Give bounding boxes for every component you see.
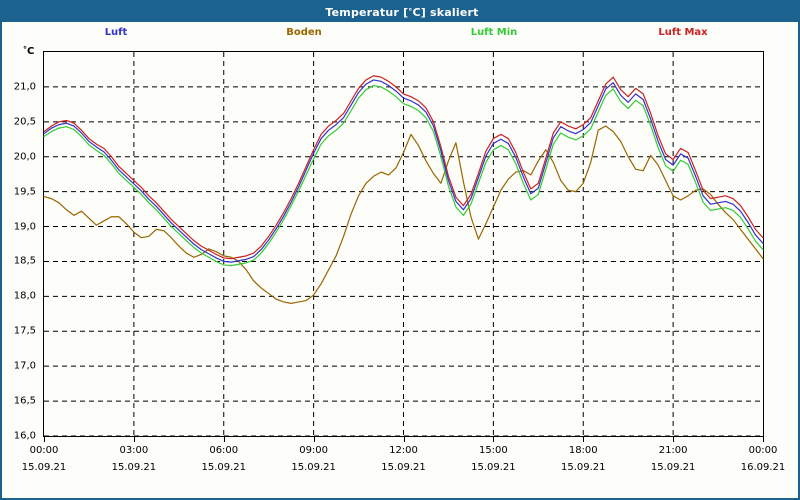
window-title: Temperatur [°C] skaliert	[325, 5, 479, 19]
x-axis-tick-time: 15:00	[478, 445, 508, 456]
x-axis-tick-mark	[493, 437, 495, 442]
x-axis-tick-time: 06:00	[209, 445, 239, 456]
x-axis-tick-time: 00:00	[748, 445, 778, 456]
legend-item-luft-min: Luft Min	[470, 27, 518, 38]
x-axis-tick-date: 15.09.21	[471, 462, 516, 473]
x-axis-tick-mark	[583, 437, 585, 442]
plot-area	[43, 51, 764, 437]
series-line-luft	[43, 79, 764, 263]
chart-legend: Luft Boden Luft Min Luft Max	[2, 24, 798, 42]
legend-item-luft: Luft	[104, 27, 128, 38]
x-axis-tick-mark	[44, 437, 45, 442]
y-axis-tick-label: 20,5	[13, 116, 36, 128]
x-axis-tick-date: 15.09.21	[650, 462, 696, 473]
y-axis-tick-label: 16,5	[13, 395, 36, 407]
y-axis-tick-label: 17,0	[13, 360, 36, 372]
x-axis-tick-time: 12:00	[389, 445, 418, 456]
data-series-layer	[43, 75, 764, 304]
x-axis-tick-date: 15.09.21	[111, 462, 157, 473]
y-axis-unit-label: °C	[23, 45, 35, 57]
y-axis-tick-label: 18,0	[13, 290, 36, 302]
x-axis-tick-date: 15.09.21	[381, 462, 426, 473]
x-axis-tick-time: 00:00	[29, 445, 59, 456]
x-axis-tick-time: 03:00	[119, 445, 149, 456]
x-axis-tick-mark	[763, 437, 764, 442]
x-axis-tick-mark	[403, 437, 405, 442]
x-axis-tick-date: 15.09.21	[201, 462, 247, 473]
x-axis-tick-mark	[223, 437, 225, 442]
x-axis-tick-time: 09:00	[299, 445, 329, 456]
x-axis-tick-date: 16.09.21	[740, 462, 786, 473]
y-axis-tick-label: 16,0	[13, 430, 36, 442]
series-line-boden	[43, 125, 764, 304]
x-axis-tick-date: 15.09.21	[21, 462, 67, 473]
x-axis-tick-time: 21:00	[658, 445, 688, 456]
x-axis-tick-mark	[133, 437, 135, 442]
series-line-luft-min	[43, 84, 764, 267]
legend-item-luft-max: Luft Max	[658, 27, 708, 38]
y-axis-tick-label: 19,0	[13, 221, 36, 233]
y-axis-tick-label: 17,5	[13, 325, 36, 337]
y-axis-tick-label: 21,0	[13, 81, 36, 93]
window-title-bar: Temperatur [°C] skaliert	[2, 2, 798, 22]
series-line-luft-max	[43, 75, 764, 260]
y-axis-tick-label: 19,5	[13, 186, 36, 198]
x-axis-tick-mark	[673, 437, 675, 442]
y-axis-tick-label: 20,0	[13, 151, 36, 163]
x-axis-tick-mark	[313, 437, 315, 442]
legend-item-boden: Boden	[286, 27, 322, 38]
grid-lines	[44, 52, 763, 437]
x-axis-tick-date: 15.09.21	[291, 462, 336, 473]
x-axis-tick-date: 15.09.21	[560, 462, 606, 473]
x-axis-tick-time: 18:00	[568, 445, 598, 456]
y-axis-tick-label: 18,5	[13, 255, 36, 267]
